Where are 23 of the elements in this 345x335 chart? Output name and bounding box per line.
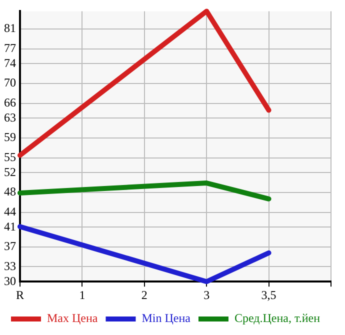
legend-label: Min Цена [142,311,192,326]
y-tick-label: 41 [4,219,16,234]
y-tick-label: 37 [4,239,16,254]
y-tick-label: 44 [4,204,16,218]
x-tick-label: 3,5 [261,288,276,302]
y-tick-label: 48 [4,184,16,199]
y-tick-label: 33 [4,258,16,273]
x-tick-label: 2 [141,288,148,302]
y-tick-label: 70 [4,76,16,90]
x-tick-label: 1 [79,288,86,302]
y-tick-label: 55 [4,150,16,164]
y-tick-label: 81 [4,21,16,36]
y-tick-label: 74 [4,56,16,70]
y-tick-label: 66 [4,95,16,110]
legend-label: Сред.Цена, т.йен [234,311,321,326]
x-tick-label: 3 [204,288,210,302]
y-tick-label: 30 [4,274,16,288]
y-tick-label: 52 [4,164,16,179]
y-tick-label: 59 [4,130,16,144]
y-tick-label: 77 [4,40,16,55]
x-tick-label: R [16,288,24,302]
y-tick-label: 63 [4,110,16,124]
legend-label: Max Цена [46,311,98,326]
